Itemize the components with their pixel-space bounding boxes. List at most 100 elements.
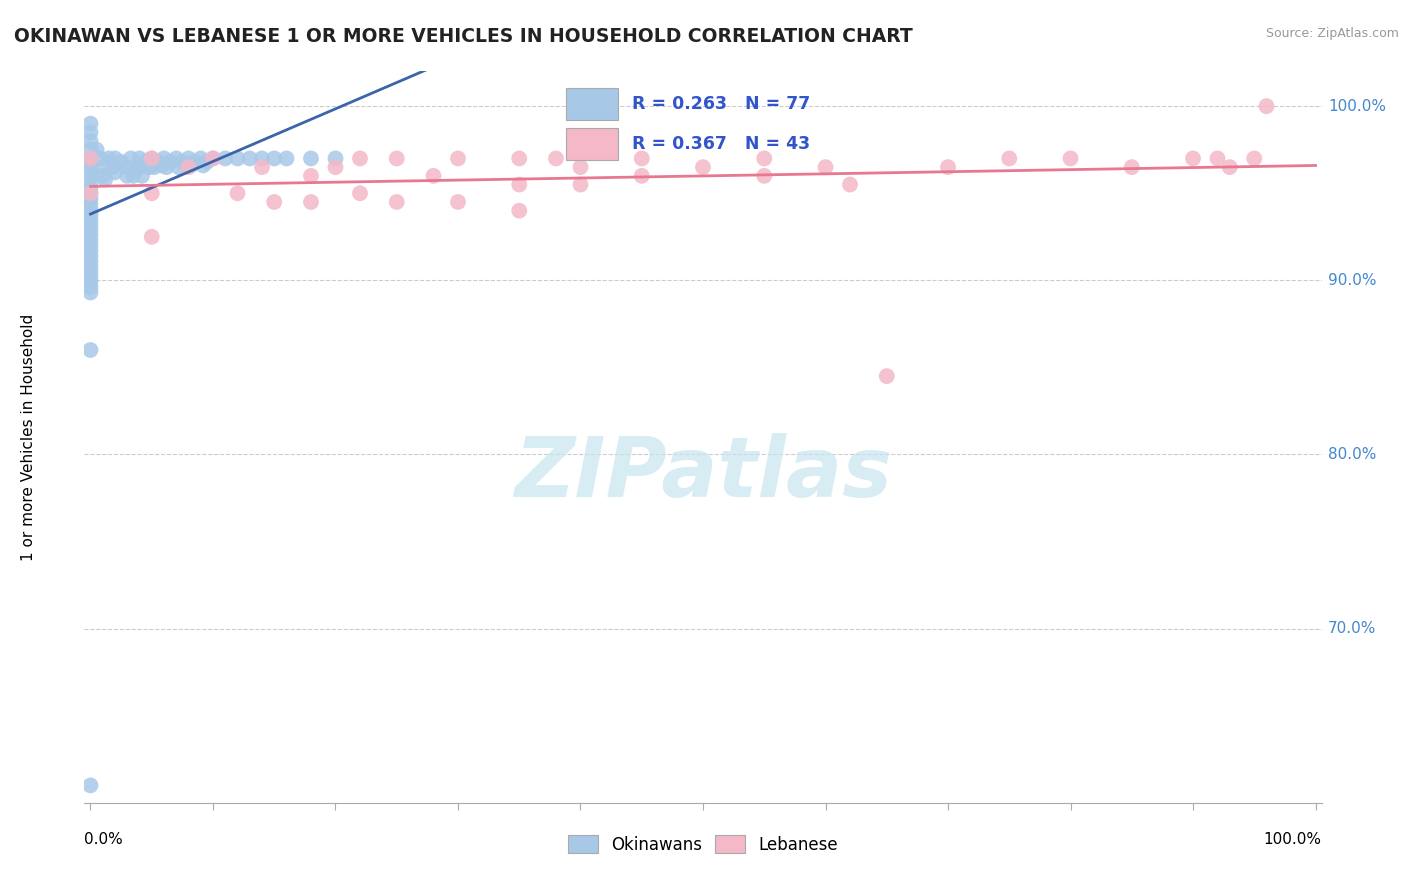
Point xyxy=(79,207,101,221)
Point xyxy=(876,369,898,384)
Point xyxy=(172,155,194,169)
Point xyxy=(79,228,101,243)
Text: 100.0%: 100.0% xyxy=(1327,99,1386,113)
Point xyxy=(153,152,176,166)
Point xyxy=(104,152,127,166)
Point xyxy=(79,778,101,792)
Point xyxy=(89,152,111,166)
Point xyxy=(79,343,101,357)
Point xyxy=(839,178,862,192)
Point xyxy=(250,160,273,174)
Text: ZIPatlas: ZIPatlas xyxy=(515,434,891,514)
Point xyxy=(226,152,249,166)
Point xyxy=(325,160,347,174)
Point xyxy=(1219,160,1241,174)
Point xyxy=(385,194,408,209)
Point xyxy=(692,160,714,174)
Point xyxy=(936,160,959,174)
Point xyxy=(159,155,181,169)
Point xyxy=(201,152,224,166)
Point xyxy=(1256,99,1278,113)
Point xyxy=(91,160,114,174)
Point xyxy=(128,152,150,166)
Point xyxy=(120,152,142,166)
Point xyxy=(146,155,169,169)
Point xyxy=(79,254,101,268)
Point xyxy=(569,178,592,192)
Text: R = 0.367   N = 43: R = 0.367 N = 43 xyxy=(633,135,811,153)
Point xyxy=(79,192,101,206)
Point xyxy=(167,160,190,174)
Point xyxy=(86,143,108,157)
Point xyxy=(79,280,101,294)
Point xyxy=(97,152,120,166)
Point xyxy=(79,244,101,258)
Point xyxy=(79,233,101,247)
Point xyxy=(79,285,101,300)
Point xyxy=(263,194,285,209)
Text: 1 or more Vehicles in Household: 1 or more Vehicles in Household xyxy=(21,313,37,561)
Point xyxy=(1243,152,1265,166)
Point xyxy=(183,155,205,169)
Point xyxy=(508,152,530,166)
Point xyxy=(177,160,200,174)
Point xyxy=(79,134,101,148)
Point xyxy=(299,152,322,166)
Point xyxy=(754,152,776,166)
Point xyxy=(569,160,592,174)
Point xyxy=(79,156,101,170)
Point xyxy=(630,169,652,183)
Point xyxy=(250,152,273,166)
Point xyxy=(1206,152,1229,166)
Point xyxy=(101,160,124,174)
Point xyxy=(814,160,837,174)
Point xyxy=(299,169,322,183)
Point xyxy=(131,169,153,183)
Point xyxy=(1059,152,1081,166)
Legend: Okinawans, Lebanese: Okinawans, Lebanese xyxy=(561,829,845,860)
Point xyxy=(79,143,101,157)
Point xyxy=(122,169,145,183)
Text: R = 0.263   N = 77: R = 0.263 N = 77 xyxy=(633,95,811,113)
Text: 90.0%: 90.0% xyxy=(1327,273,1376,288)
Point xyxy=(135,155,157,169)
Point xyxy=(79,186,101,201)
Point xyxy=(141,152,163,166)
Point xyxy=(79,249,101,263)
Point xyxy=(79,117,101,131)
Point xyxy=(79,275,101,289)
Point xyxy=(79,181,101,195)
Point xyxy=(115,160,138,174)
FancyBboxPatch shape xyxy=(565,128,617,160)
Text: 0.0%: 0.0% xyxy=(84,832,124,847)
Point xyxy=(141,152,163,166)
Point xyxy=(263,152,285,166)
Point xyxy=(239,152,262,166)
Point xyxy=(79,269,101,284)
Point xyxy=(214,152,236,166)
Point xyxy=(141,186,163,201)
Point xyxy=(125,160,148,174)
Point xyxy=(104,165,127,179)
Point xyxy=(141,229,163,244)
Point xyxy=(299,194,322,209)
Point xyxy=(180,158,202,172)
Point xyxy=(325,152,347,166)
Text: 70.0%: 70.0% xyxy=(1327,621,1376,636)
Point xyxy=(79,176,101,190)
Text: Source: ZipAtlas.com: Source: ZipAtlas.com xyxy=(1265,27,1399,40)
FancyBboxPatch shape xyxy=(565,88,617,120)
Point xyxy=(447,194,470,209)
Point xyxy=(422,169,444,183)
Text: 80.0%: 80.0% xyxy=(1327,447,1376,462)
Point xyxy=(79,202,101,216)
Point xyxy=(91,169,114,183)
Point xyxy=(79,152,101,166)
Point xyxy=(79,161,101,176)
Point xyxy=(138,160,160,174)
Point xyxy=(79,212,101,227)
Point xyxy=(79,169,101,183)
Point xyxy=(190,152,212,166)
Point xyxy=(79,260,101,274)
Point xyxy=(79,186,101,201)
